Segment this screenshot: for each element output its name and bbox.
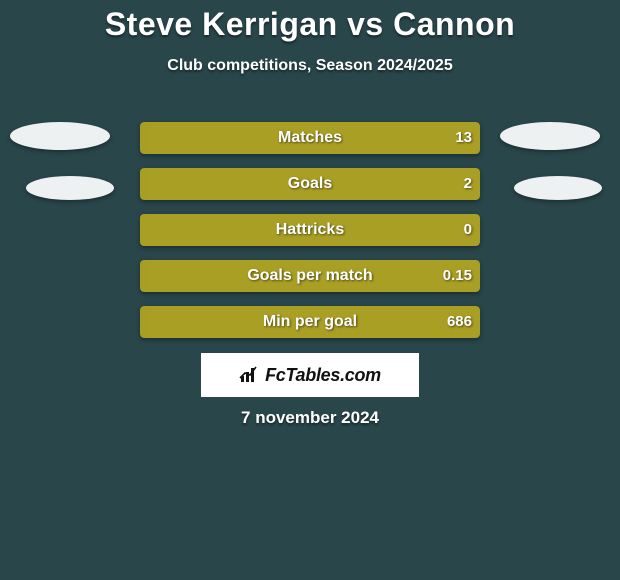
- player2-value: 686: [447, 306, 472, 338]
- stat-row: Goals per match0.15: [0, 260, 620, 292]
- comparison-bars: Matches13 Goals2 Hattricks0 Goals per match…: [0, 122, 620, 352]
- brand-text: FcTables.com: [265, 365, 381, 386]
- player1-bar: [140, 122, 150, 154]
- brand-box: FcTables.com: [201, 353, 419, 397]
- page-subtitle: Club competitions, Season 2024/2025: [0, 57, 620, 75]
- stat-row: Hattricks0: [0, 214, 620, 246]
- player2-bar: [150, 168, 480, 200]
- bar-track: [140, 214, 480, 246]
- player2-bar: [140, 214, 480, 246]
- player2-value: 13: [455, 122, 472, 154]
- player2-value: 0: [464, 214, 472, 246]
- player2-value: 0.15: [443, 260, 472, 292]
- bar-track: [140, 306, 480, 338]
- player2-bar: [150, 122, 480, 154]
- player1-bar: [140, 168, 150, 200]
- player2-bar: [150, 306, 480, 338]
- player1-bar: [140, 260, 150, 292]
- player2-value: 2: [464, 168, 472, 200]
- player2-bar: [150, 260, 480, 292]
- page-title: Steve Kerrigan vs Cannon: [0, 0, 620, 43]
- stat-row: Matches13: [0, 122, 620, 154]
- stat-row: Min per goal686: [0, 306, 620, 338]
- bar-track: [140, 168, 480, 200]
- date-label: 7 november 2024: [0, 408, 620, 428]
- bar-chart-icon: [239, 366, 261, 384]
- stat-row: Goals2: [0, 168, 620, 200]
- player1-bar: [140, 306, 150, 338]
- bar-track: [140, 122, 480, 154]
- bar-track: [140, 260, 480, 292]
